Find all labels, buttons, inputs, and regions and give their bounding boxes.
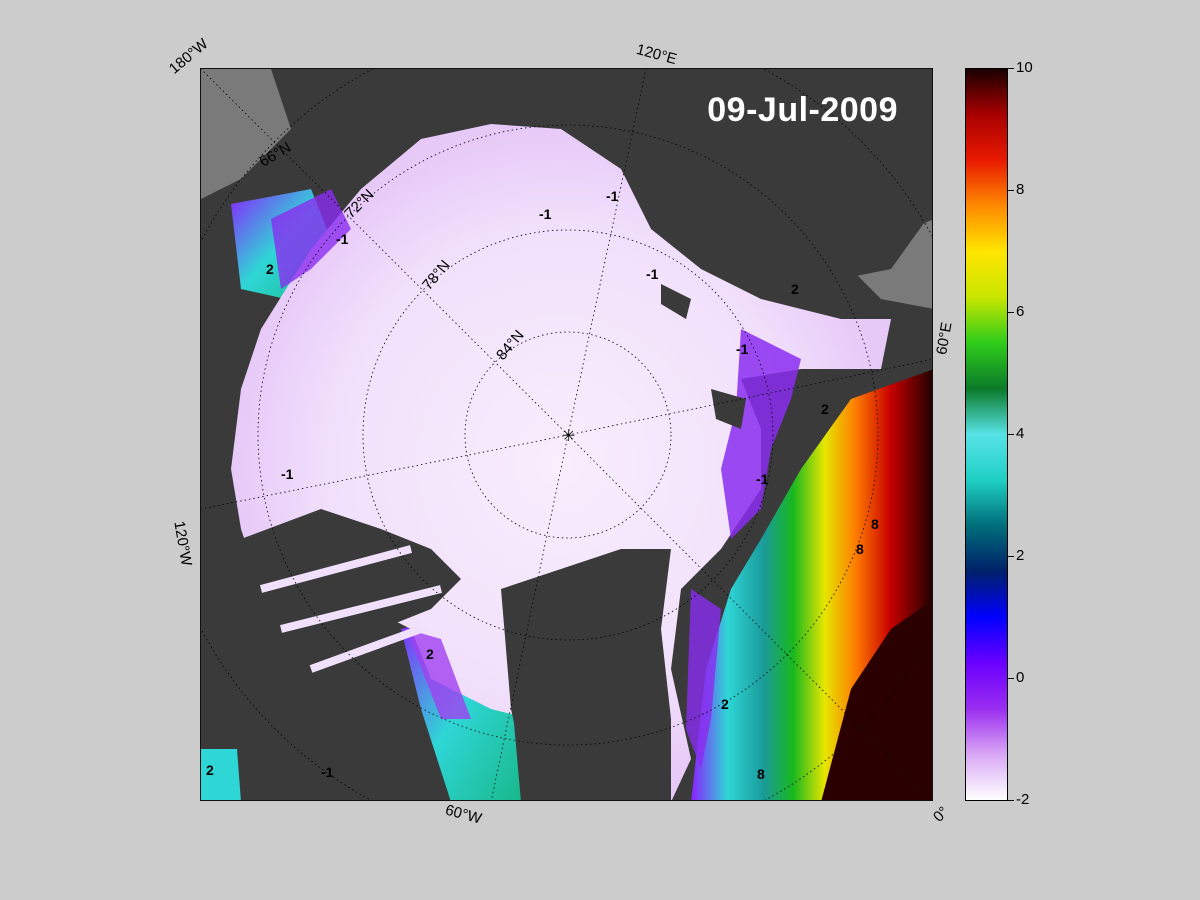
archipelago-channels <box>259 545 442 673</box>
shelf-patch <box>201 69 291 199</box>
siberia <box>451 69 932 279</box>
colorbar-tick-label: 8 <box>1016 181 1025 198</box>
arctic-map: ✳ 66°N 72°N 78°N 84°N -1 -1 -1 -1 -1 -1 … <box>201 69 932 800</box>
arctic-ocean-ice <box>231 124 891 800</box>
contour-label: -1 <box>646 266 659 282</box>
colorbar-tick <box>1008 312 1014 313</box>
colorbar-tick <box>1008 800 1014 801</box>
map-frame: ✳ 66°N 72°N 78°N 84°N -1 -1 -1 -1 -1 -1 … <box>200 68 933 801</box>
colorbar-tick-label: 2 <box>1016 547 1025 564</box>
lon-label-120e: 120°E <box>634 40 679 69</box>
contour-label: 2 <box>266 261 274 277</box>
svalbard <box>711 389 746 429</box>
lon-label-60w: 60°W <box>443 801 484 828</box>
colorbar-tick-label: 6 <box>1016 303 1025 320</box>
marginal-ice-chukchi <box>271 189 351 289</box>
greenland <box>501 549 671 800</box>
marginal-ice-greenland <box>686 589 721 769</box>
contour-label: -1 <box>336 231 349 247</box>
colorbar-tick <box>1008 678 1014 679</box>
contour-label: 2 <box>791 281 799 297</box>
contour-label: 2 <box>206 762 214 778</box>
colorbar-tick <box>1008 68 1014 69</box>
contour-label: -1 <box>281 466 294 482</box>
atlantic-dark-core <box>821 600 932 800</box>
marginal-ice-barents <box>721 329 801 539</box>
contour-label: 2 <box>721 696 729 712</box>
contour-label: 2 <box>426 646 434 662</box>
colorbar-tick-label: 10 <box>1016 59 1033 76</box>
contour-label: 8 <box>757 766 765 782</box>
lat-circle-84 <box>464 331 672 539</box>
contour-label: 8 <box>871 516 879 532</box>
colorbar <box>965 68 1008 801</box>
date-stamp: 09-Jul-2009 <box>707 91 898 129</box>
colorbar-tick <box>1008 190 1014 191</box>
marginal-ice-baffin <box>406 629 471 719</box>
lon-label-0: 0° <box>930 803 953 826</box>
lat-circle-78 <box>362 229 774 641</box>
contour-label: -1 <box>539 206 552 222</box>
north-pole-marker: ✳ <box>562 428 575 445</box>
contour-label: -1 <box>321 764 334 780</box>
meridian <box>567 359 932 436</box>
colorbar-tick <box>1008 434 1014 435</box>
meridian <box>201 434 569 510</box>
meridian <box>201 69 569 436</box>
colorbar-tick <box>1008 556 1014 557</box>
graticule <box>201 69 932 800</box>
lon-label-60e: 60°E <box>933 320 956 357</box>
contour-label: -1 <box>736 341 749 357</box>
contour-label: -1 <box>606 188 619 204</box>
contour-label: 8 <box>856 541 864 557</box>
colorbar-tick-label: -2 <box>1016 791 1030 808</box>
meridian <box>567 434 932 800</box>
colorbar-tick-label: 0 <box>1016 669 1025 686</box>
novaya-zemlya <box>661 284 691 319</box>
contour-label: -1 <box>756 471 769 487</box>
contour-labels: -1 -1 -1 -1 -1 -1 -1 -1 2 2 2 2 2 2 8 8 … <box>206 188 879 782</box>
contour-label: 2 <box>821 401 829 417</box>
meridian <box>567 69 647 436</box>
colorbar-tick-label: 4 <box>1016 425 1025 442</box>
lon-label-120w: 120°W <box>170 519 195 568</box>
lat-circle-72 <box>257 124 879 746</box>
